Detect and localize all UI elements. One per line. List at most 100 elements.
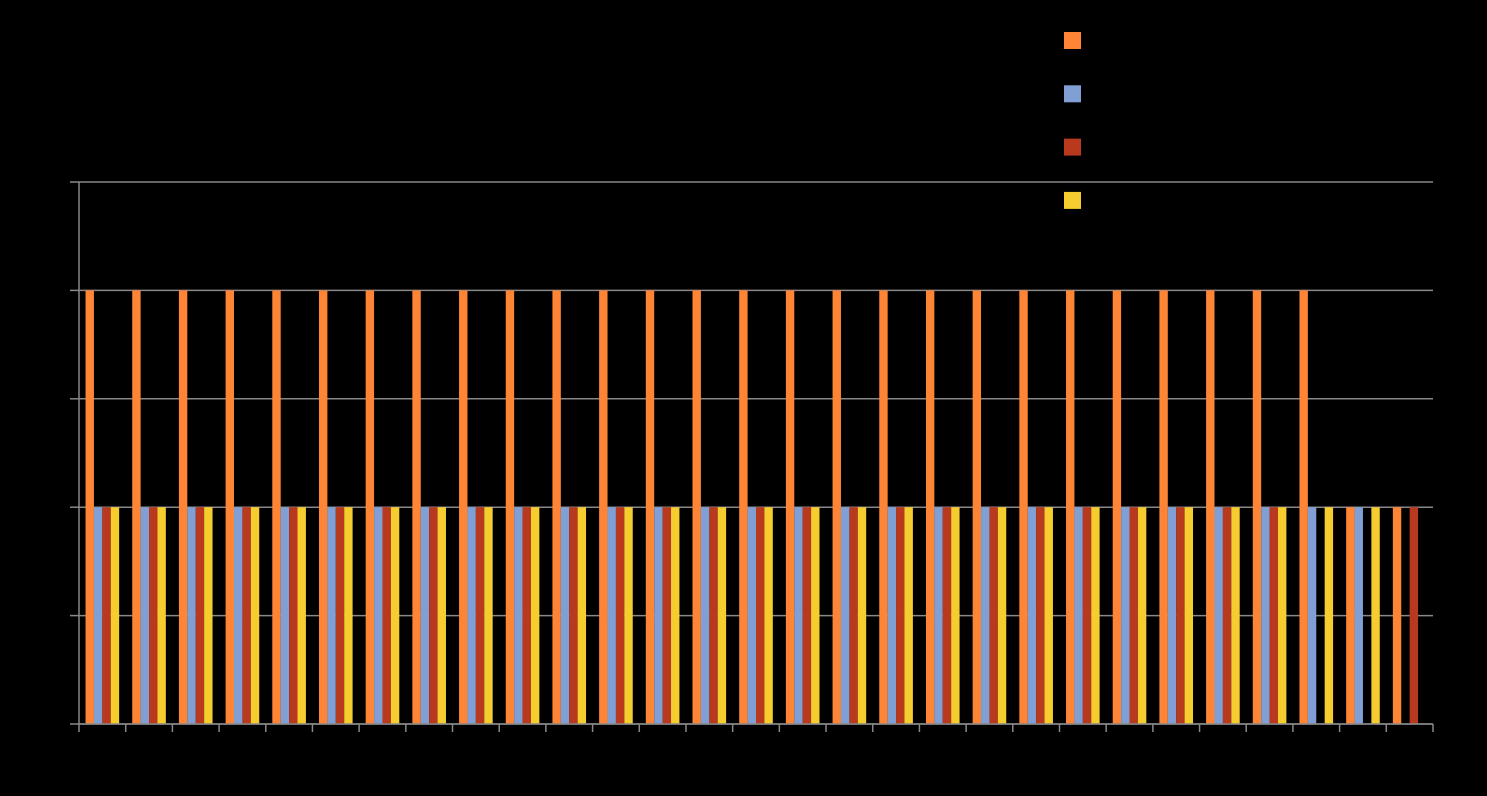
bar (849, 507, 858, 724)
bar (840, 507, 850, 724)
bar (654, 507, 663, 724)
bar (747, 507, 756, 724)
bar (505, 290, 515, 724)
bar (140, 507, 150, 724)
bar (1222, 507, 1232, 724)
bar (607, 507, 616, 724)
bar (390, 507, 400, 724)
bar (1392, 507, 1402, 724)
bar (1261, 507, 1270, 724)
bar (942, 507, 952, 724)
bar (272, 290, 281, 724)
bar (802, 507, 812, 724)
bar (429, 507, 438, 724)
bar (560, 507, 570, 724)
bar (250, 507, 260, 724)
bar (599, 290, 608, 724)
bar (335, 507, 345, 724)
bar (1346, 507, 1355, 724)
bar (289, 507, 298, 724)
bar (624, 507, 633, 724)
bar (1027, 507, 1037, 724)
bar (972, 290, 982, 724)
bar (382, 507, 391, 724)
bar (717, 507, 727, 724)
bar (904, 507, 913, 724)
bar (1206, 290, 1215, 724)
bar (484, 507, 493, 724)
bar (1137, 507, 1147, 724)
bar (1307, 507, 1317, 724)
bar (1409, 507, 1419, 724)
bar (514, 507, 523, 724)
bar (93, 507, 103, 724)
bar (756, 507, 765, 724)
bar (1184, 507, 1194, 724)
bar (1074, 507, 1083, 724)
bar (1214, 507, 1223, 724)
bar (459, 290, 468, 724)
bar (1277, 507, 1287, 724)
bar (1019, 290, 1028, 724)
bar (475, 507, 485, 724)
bar (420, 507, 430, 724)
bar (280, 507, 290, 724)
bar (811, 507, 820, 724)
bar (412, 290, 421, 724)
bar (896, 507, 905, 724)
bar (615, 507, 625, 724)
legend-swatch (1064, 138, 1081, 156)
bar (832, 290, 841, 724)
bar (297, 507, 306, 724)
bar (1269, 507, 1278, 724)
bar (569, 507, 578, 724)
bar (951, 507, 960, 724)
bar (374, 507, 383, 724)
bar (132, 290, 141, 724)
bar (1112, 290, 1122, 724)
legend-swatch (1064, 32, 1081, 49)
bar (934, 507, 943, 724)
bar (577, 507, 587, 724)
bar (857, 507, 867, 724)
bar (242, 507, 251, 724)
bar (887, 507, 897, 724)
bar (1091, 507, 1100, 724)
bar (1354, 507, 1363, 724)
bar (1066, 290, 1075, 724)
bar (794, 507, 803, 724)
bar (1231, 507, 1240, 724)
bar (1036, 507, 1045, 724)
legend-swatch (1064, 85, 1081, 103)
bar (149, 507, 158, 724)
bar (709, 507, 718, 724)
bar (437, 507, 446, 724)
bar (102, 507, 111, 724)
legend-swatch (1064, 191, 1081, 209)
bar (1082, 507, 1092, 724)
bar (1299, 290, 1308, 724)
bar (925, 290, 935, 724)
bar (365, 290, 375, 724)
bar (1129, 507, 1138, 724)
bar (1176, 507, 1185, 724)
bar (225, 290, 235, 724)
bar (522, 507, 531, 724)
bar (552, 290, 561, 724)
bar (1159, 290, 1168, 724)
bar (981, 507, 990, 724)
bar (187, 507, 196, 724)
bar (157, 507, 166, 724)
bar (234, 507, 243, 724)
bar (110, 507, 120, 724)
bar (692, 290, 701, 724)
bar (1371, 507, 1380, 724)
bar (1121, 507, 1130, 724)
bar (764, 507, 773, 724)
bar (318, 290, 328, 724)
bar (327, 507, 336, 724)
bar (997, 507, 1007, 724)
bar (671, 507, 680, 724)
